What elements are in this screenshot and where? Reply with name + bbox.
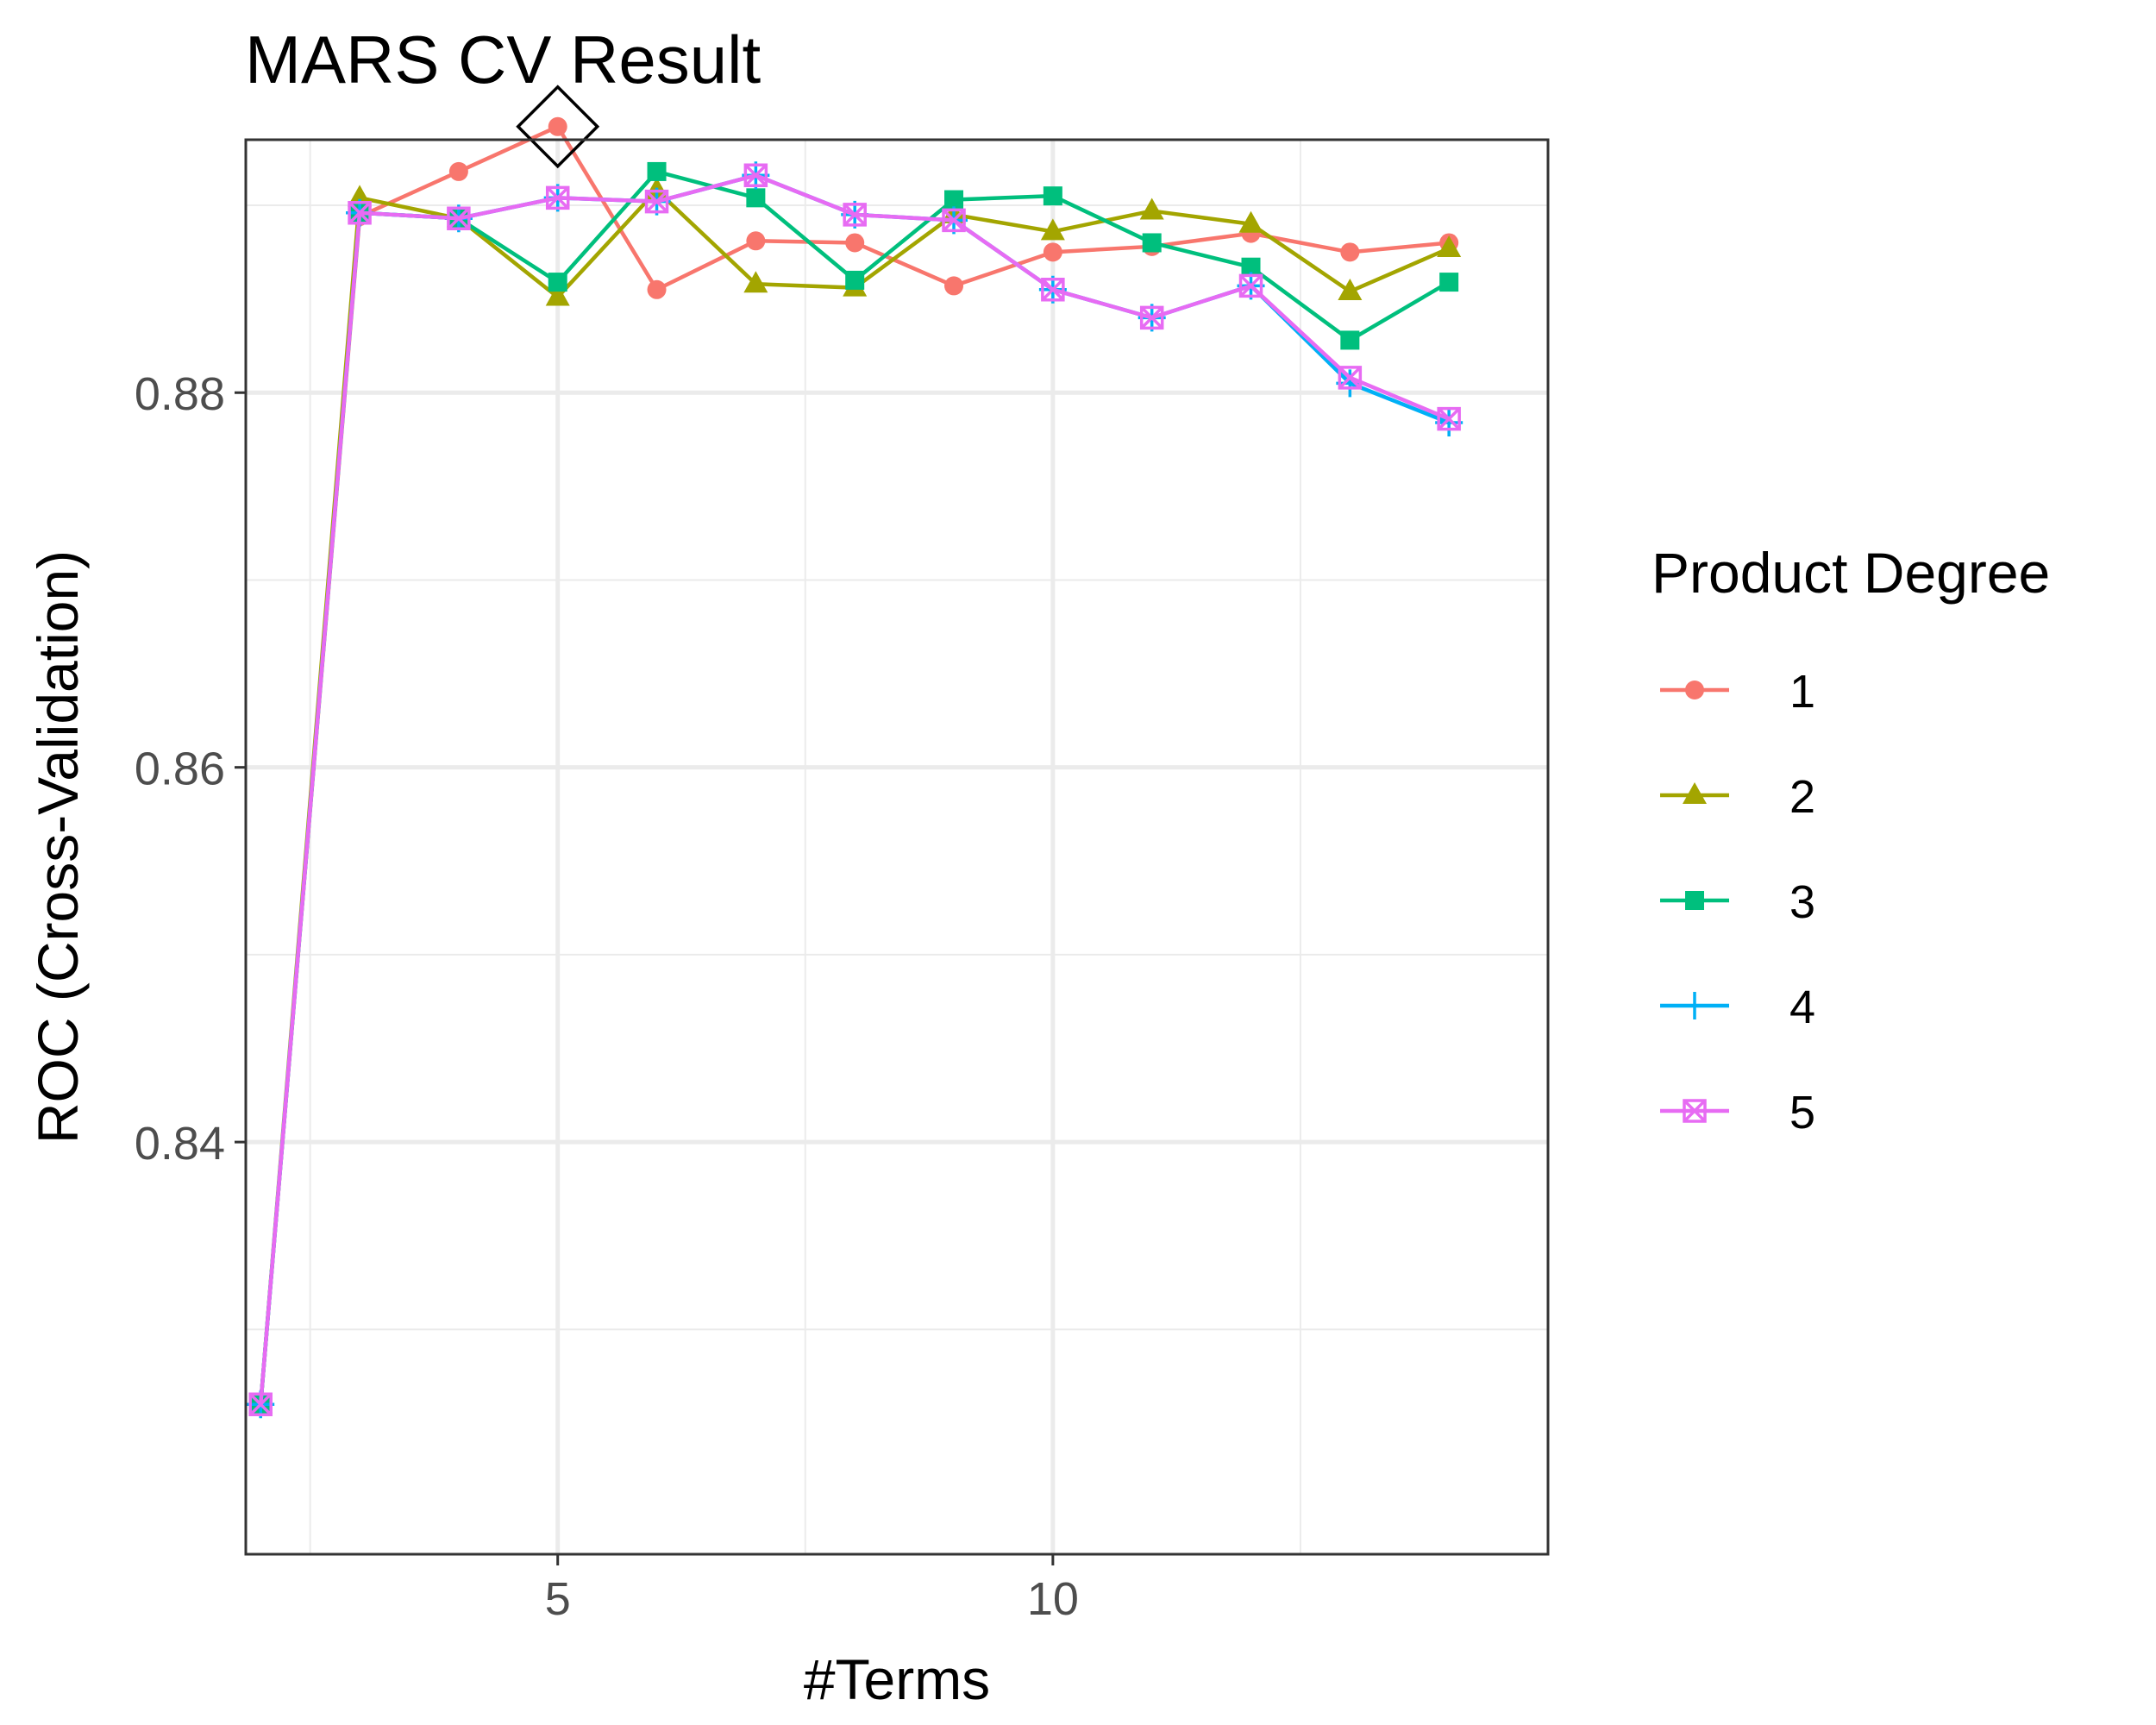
legend-label: 5 xyxy=(1789,1087,1815,1138)
series-layer xyxy=(247,116,1463,1419)
x-tick-label: 10 xyxy=(1027,1573,1079,1625)
data-point-square-cross xyxy=(743,163,768,188)
annotation-layer xyxy=(516,85,600,169)
legend-item-3: 3 xyxy=(1660,876,1815,928)
data-point-triangle xyxy=(1238,210,1263,233)
data-point-square xyxy=(1142,233,1162,253)
grid-lines xyxy=(246,140,1548,1554)
legend-item-5: 5 xyxy=(1660,1087,1815,1138)
data-point-square xyxy=(548,273,567,292)
legend: Product Degree 1 2 3 4 5 xyxy=(1651,541,2050,1138)
data-point-square-cross xyxy=(942,208,966,233)
data-point-plus xyxy=(1681,992,1708,1019)
data-point-square xyxy=(845,270,865,290)
data-point-square xyxy=(1685,891,1704,910)
plot-panel-border xyxy=(244,138,1550,1556)
legend-label: 2 xyxy=(1789,771,1815,823)
data-point-square-cross xyxy=(1041,278,1065,302)
data-point-square-cross xyxy=(1683,1099,1707,1123)
data-point-square-cross xyxy=(843,203,867,227)
data-point-square xyxy=(647,161,667,181)
data-point-square-cross xyxy=(348,200,372,225)
data-point-circle xyxy=(746,231,766,251)
data-point-square xyxy=(944,190,964,210)
data-point-square-cross xyxy=(447,206,471,230)
data-point-square xyxy=(1439,273,1459,292)
data-point-circle xyxy=(1043,242,1062,262)
x-axis-title: #Terms xyxy=(804,1647,990,1711)
data-point-triangle xyxy=(1683,782,1707,804)
legend-item-2: 2 xyxy=(1660,771,1815,823)
data-point-circle xyxy=(1685,681,1704,699)
data-point-square xyxy=(746,188,766,208)
data-point-circle xyxy=(448,161,468,181)
chart-title: MARS CV Result xyxy=(245,22,761,97)
best-point-diamond xyxy=(516,85,600,169)
axis-ticks: 0.84 0.86 0.88 5 10 xyxy=(135,368,1079,1625)
data-point-square xyxy=(1340,330,1360,350)
data-point-circle xyxy=(647,279,667,299)
data-point-triangle xyxy=(1338,278,1363,300)
data-point-square xyxy=(1043,186,1062,206)
data-point-square-cross xyxy=(1338,366,1363,390)
data-point-square-cross xyxy=(545,185,570,210)
legend-item-4: 4 xyxy=(1660,982,1815,1033)
data-point-circle xyxy=(944,276,964,296)
data-point-circle xyxy=(548,116,567,136)
data-point-triangle xyxy=(545,284,570,306)
data-point-circle xyxy=(845,233,865,253)
data-point-triangle xyxy=(1437,235,1462,257)
legend-label: 3 xyxy=(1789,876,1815,928)
legend-title: Product Degree xyxy=(1651,541,2050,605)
legend-item-1: 1 xyxy=(1660,666,1815,718)
data-point-triangle xyxy=(1040,218,1065,241)
data-point-square-cross xyxy=(1238,273,1263,298)
legend-label: 4 xyxy=(1789,982,1815,1033)
data-point-square-cross xyxy=(1139,305,1164,330)
y-tick-label: 0.88 xyxy=(135,368,225,420)
data-point-triangle xyxy=(743,271,768,293)
legend-label: 1 xyxy=(1789,666,1815,718)
y-tick-label: 0.84 xyxy=(135,1118,225,1170)
data-point-square xyxy=(1241,257,1261,277)
data-point-square-cross xyxy=(644,189,669,214)
data-point-square-cross xyxy=(248,1392,273,1416)
data-point-square-cross xyxy=(1437,406,1461,431)
y-tick-label: 0.86 xyxy=(135,743,225,795)
data-point-triangle xyxy=(1139,198,1164,220)
x-tick-label: 5 xyxy=(545,1573,571,1625)
data-point-circle xyxy=(1340,242,1360,262)
series-5 xyxy=(248,163,1461,1416)
y-axis-title: ROC (Cross-Validation) xyxy=(26,550,90,1144)
